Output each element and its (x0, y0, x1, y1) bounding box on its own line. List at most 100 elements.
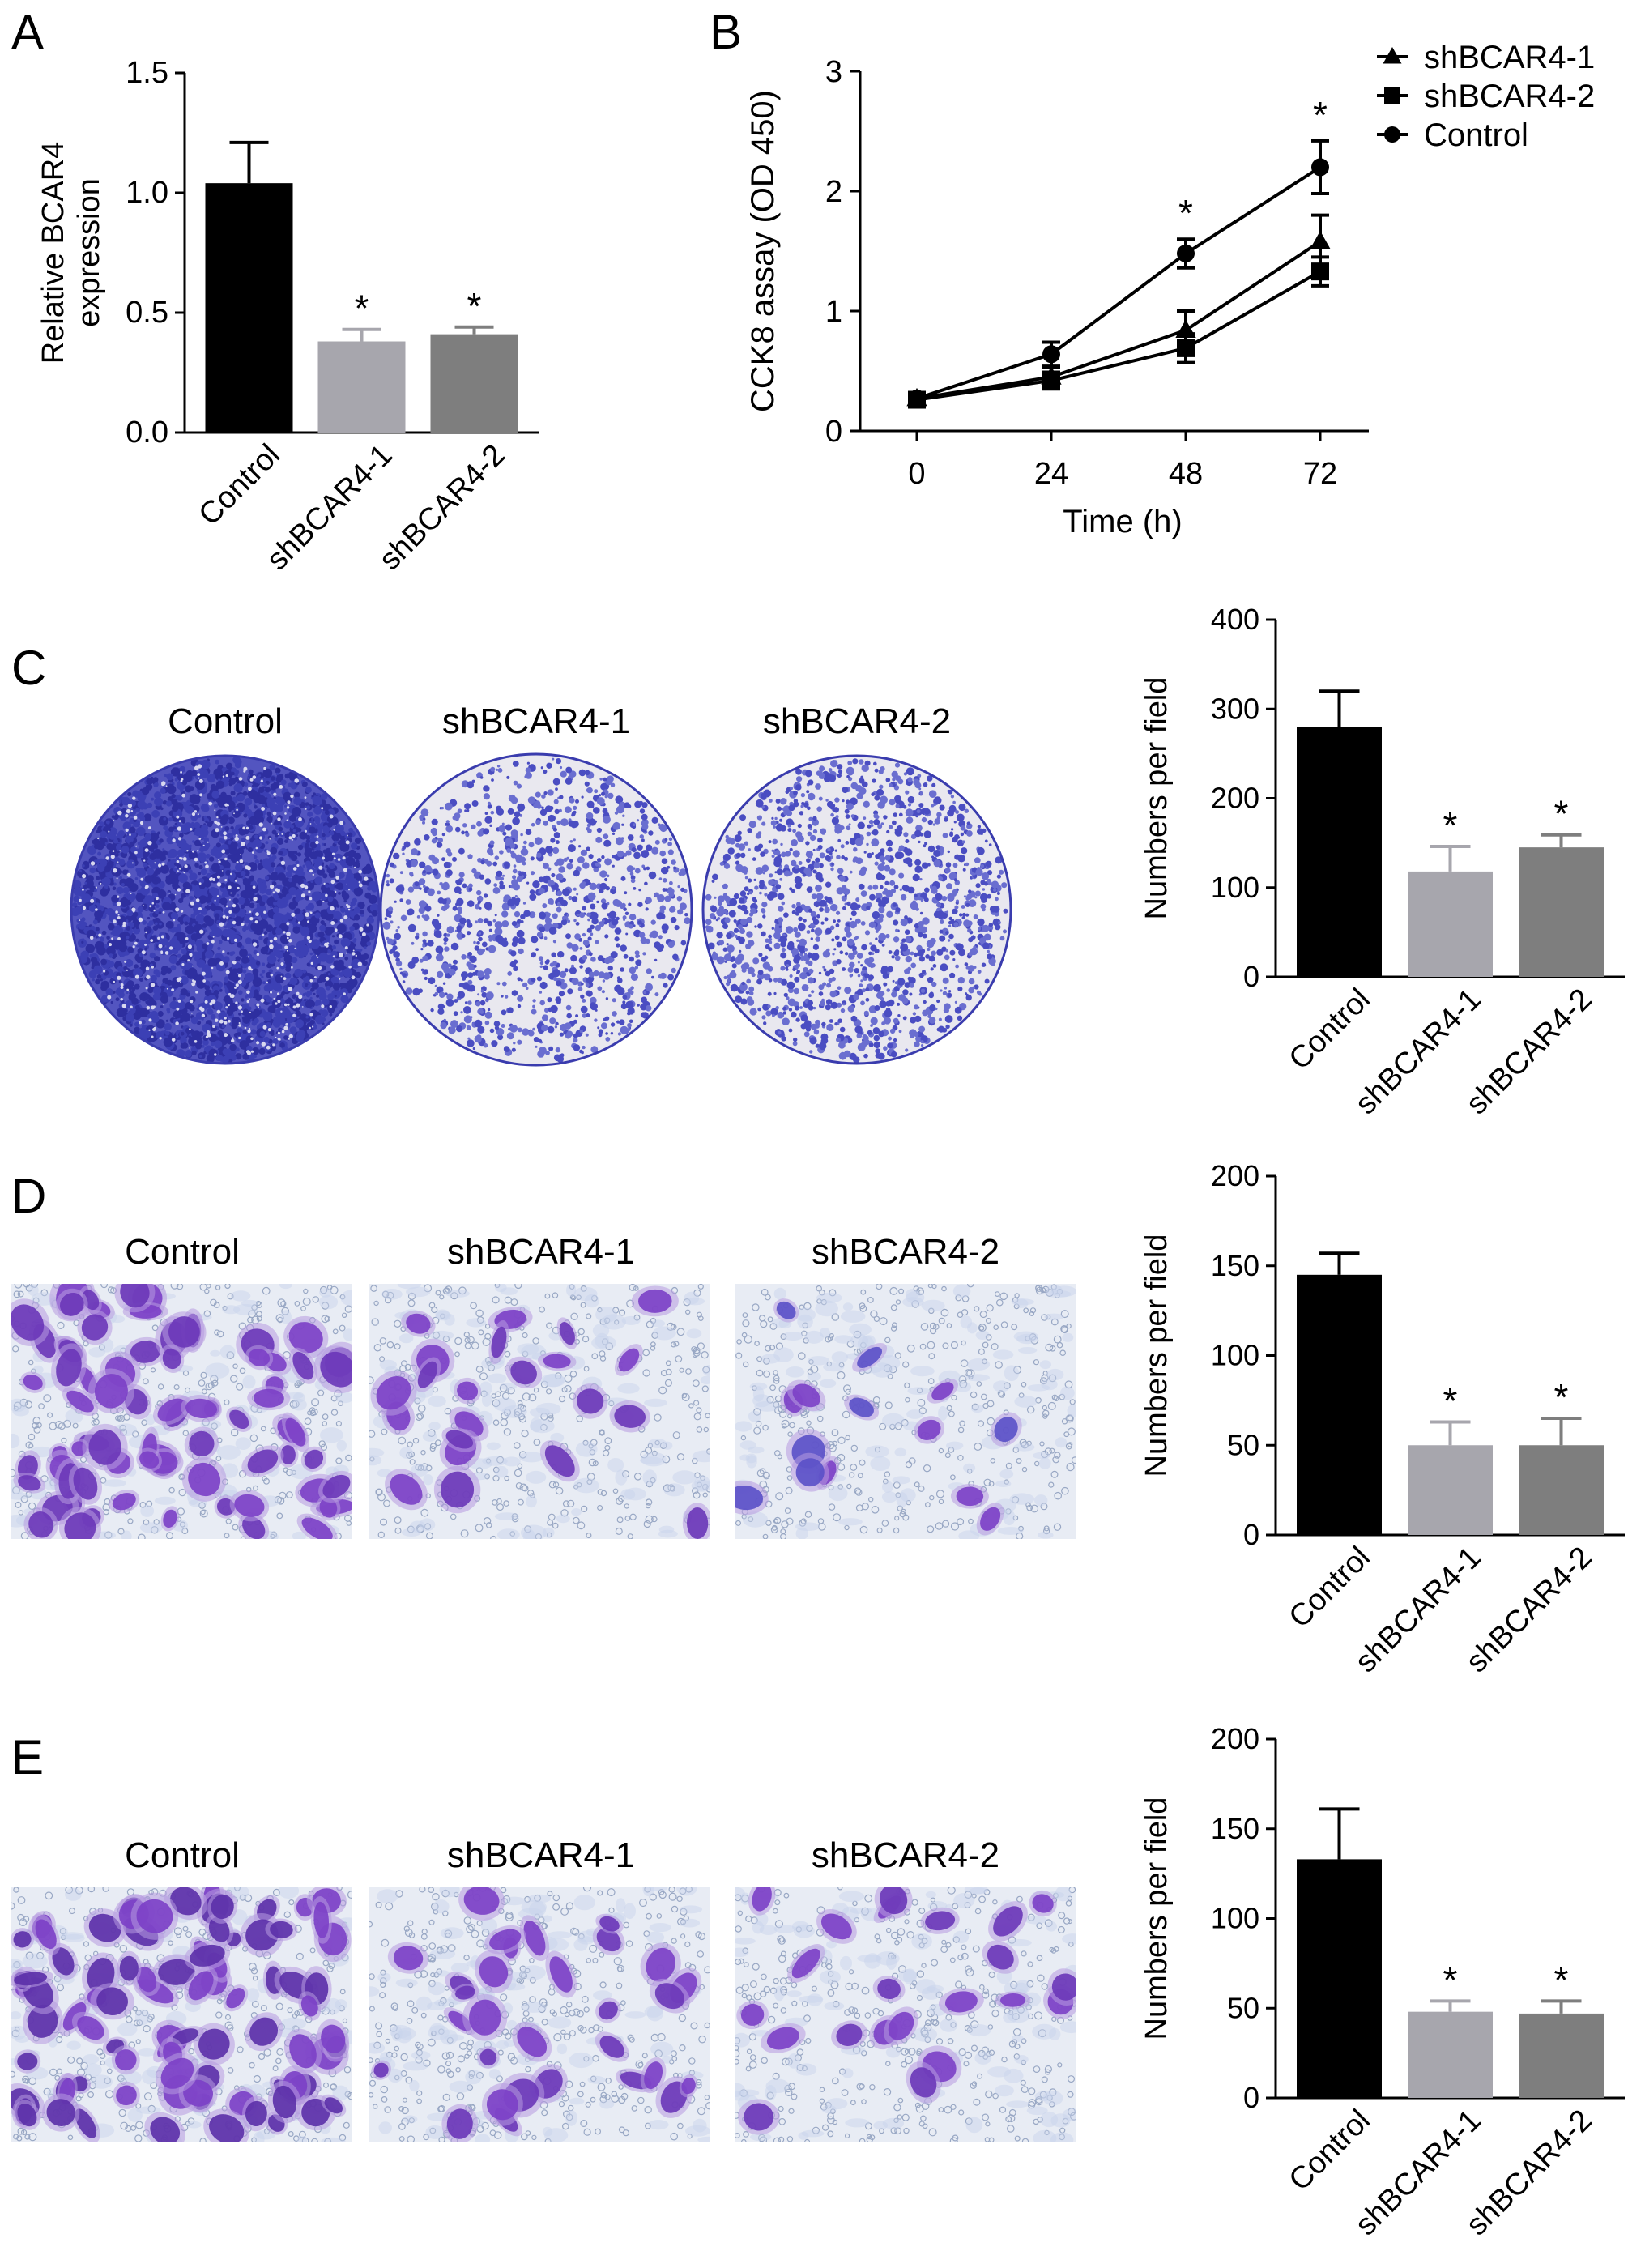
y-tick-label: 0 (1243, 2081, 1259, 2114)
significance-star: * (1178, 192, 1193, 234)
series-line-shbcar4-2 (916, 270, 1321, 402)
panel-letter-c: C (11, 641, 46, 695)
significance-star-shbcar4-2: * (1554, 1376, 1569, 1418)
chart-a-bar: 0.0 0.5 1.0 1.5 Relative BCAR4 expression Cont… (36, 56, 539, 577)
y-tick-label: 50 (1227, 1991, 1259, 2024)
series-line-shbcar4-1 (916, 240, 1322, 401)
y-tick-label: 0 (1243, 960, 1259, 993)
transwell-micrographs-e (11, 1887, 1076, 2142)
image-label-d-shbcar4-2: shBCAR4-2 (812, 1232, 999, 1272)
plate-control (70, 754, 381, 1065)
x-tick-label: 72 (1303, 457, 1337, 491)
legend-label-control: Control (1424, 117, 1528, 153)
y-tick-label: 50 (1227, 1428, 1259, 1461)
y-axis-label: CCK8 assay (OD 450) (745, 90, 781, 412)
significance-star-shbcar4-1: * (1443, 1959, 1458, 2001)
series-shbcar4-2 (908, 255, 1329, 409)
image-label-d-shbcar4-1: shBCAR4-1 (447, 1232, 635, 1272)
significance-star: * (1313, 94, 1328, 136)
y-axis-label: Numbers per field (1140, 1797, 1174, 2040)
y-tick-label: 0 (1243, 1518, 1259, 1551)
series-line-control (916, 165, 1322, 400)
significance-star-shbcar4-1: * (355, 288, 369, 330)
y-tick-label: 0.5 (126, 296, 168, 330)
plate-shbcar4-2 (701, 754, 1012, 1065)
data-point-control (1177, 244, 1195, 262)
category-label-control: Control (1283, 2104, 1377, 2198)
y-tick-label: 200 (1211, 782, 1259, 815)
bar-shbcar4-1 (317, 341, 406, 433)
y-tick-label: 200 (1211, 1159, 1259, 1192)
bar-control (1297, 1859, 1382, 2098)
micrograph-d-shbcar4-1 (369, 1284, 710, 1539)
colony-plates-c (70, 752, 1012, 1067)
image-label-c-shbcar4-1: shBCAR4-1 (442, 701, 630, 741)
data-point-control (1042, 345, 1060, 364)
y-tick-label: 400 (1211, 603, 1259, 636)
y-tick-label: 0 (825, 415, 842, 449)
y-tick-label: 1 (825, 295, 842, 329)
bar-shbcar4-1 (1408, 1445, 1493, 1535)
bar-shbcar4-2 (1519, 847, 1604, 977)
bar-control (1297, 1274, 1382, 1535)
plate-rim (379, 752, 693, 1067)
data-point-shbcar4-2 (1311, 262, 1329, 281)
y-tick-label: 150 (1211, 1812, 1259, 1845)
category-label-control: Control (1283, 983, 1377, 1076)
y-tick-label: 200 (1211, 1722, 1259, 1755)
plate-shbcar4-1 (379, 752, 693, 1067)
y-tick-label: 300 (1211, 692, 1259, 725)
bar-shbcar4-2 (1519, 1445, 1604, 1535)
image-label-c-shbcar4-2: shBCAR4-2 (763, 701, 951, 741)
y-tick-label: 0.0 (126, 416, 168, 450)
y-axis-label: Numbers per field (1140, 1234, 1174, 1477)
series-shbcar4-1 (906, 213, 1331, 407)
panel-letter-e: E (11, 1730, 44, 1784)
image-label-e-shbcar4-2: shBCAR4-2 (812, 1835, 999, 1875)
data-point-control (1311, 158, 1329, 177)
significance-star-shbcar4-2: * (467, 285, 482, 327)
micrograph-d-shbcar4-2 (735, 1284, 1076, 1539)
y-tick-label: 100 (1211, 1902, 1259, 1935)
micrograph-d-control (11, 1284, 352, 1539)
significance-star-shbcar4-1: * (1443, 804, 1458, 846)
x-tick-label: 24 (1034, 457, 1068, 491)
plate-rim (70, 754, 381, 1065)
image-label-e-shbcar4-1: shBCAR4-1 (447, 1835, 635, 1875)
series-control (908, 139, 1329, 408)
x-tick-label: 0 (908, 457, 925, 491)
chart-b-line: 0 1 2 3 0 24 48 72 Time (h) CCK8 assay (OD 450) * *… (745, 40, 1595, 539)
bar-control (1297, 727, 1382, 977)
bar-shbcar4-1 (1408, 871, 1493, 977)
y-tick-label: 2 (825, 175, 842, 209)
y-tick-label: 1.5 (126, 56, 168, 90)
significance-star-shbcar4-2: * (1554, 793, 1569, 835)
bar-shbcar4-1 (1408, 2011, 1493, 2098)
legend-label-shbcar4-2: shBCAR4-2 (1424, 79, 1595, 114)
y-tick-label: 3 (825, 55, 842, 89)
legend-marker-shbcar4-2 (1384, 87, 1400, 104)
y-axis-label: expression (72, 178, 106, 327)
panel-letter-d: D (11, 1169, 46, 1223)
bar-shbcar4-2 (1519, 2013, 1604, 2098)
legend-marker-shbcar4-1 (1383, 47, 1402, 64)
significance-star-shbcar4-1: * (1443, 1379, 1458, 1422)
data-point-shbcar4-1 (1310, 230, 1331, 249)
micrograph-e-shbcar4-2 (735, 1887, 1076, 2142)
y-axis-label: Relative BCAR4 (36, 142, 70, 364)
panel-letter-a: A (11, 5, 44, 59)
x-tick-label: 48 (1169, 457, 1203, 491)
micrograph-e-shbcar4-1 (369, 1887, 710, 2142)
data-point-shbcar4-2 (1042, 371, 1060, 390)
image-label-c-control: Control (168, 701, 283, 741)
category-label-control: Control (1283, 1541, 1377, 1635)
y-tick-label: 100 (1211, 1339, 1259, 1372)
x-axis-label: Time (h) (1063, 504, 1182, 539)
category-label-control: Control (193, 438, 287, 532)
significance-star-shbcar4-2: * (1554, 1959, 1569, 2001)
bar-shbcar4-2 (430, 334, 518, 433)
